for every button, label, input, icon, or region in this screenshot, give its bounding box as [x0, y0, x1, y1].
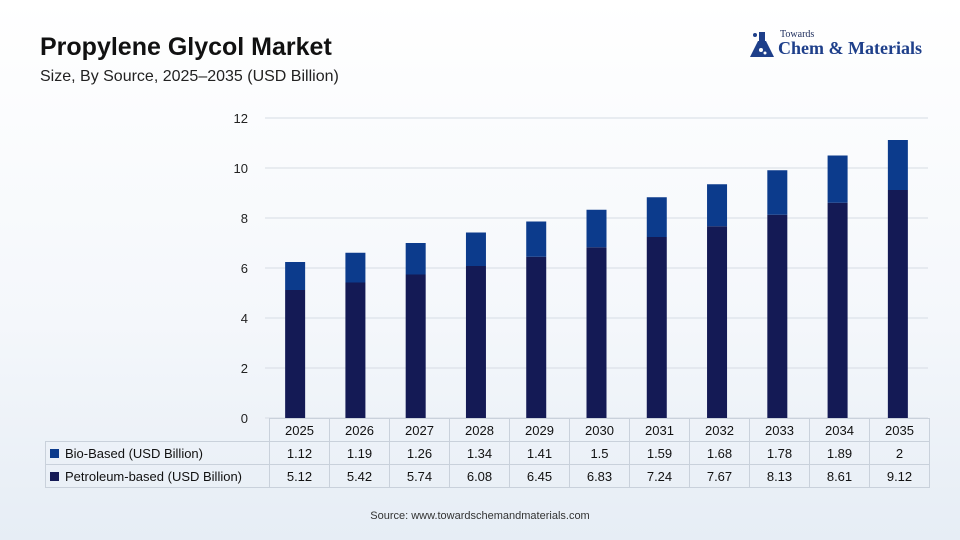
legend-petroleum: Petroleum-based (USD Billion) [45, 464, 270, 488]
y-axis-ticks: 0 2 4 6 8 10 12 [234, 111, 248, 426]
bar-petroleum-2025 [285, 290, 306, 418]
data-label-petroleum: 8.61 [809, 464, 870, 488]
data-label-bio: 1.34 [449, 441, 510, 465]
data-label-petroleum: 5.74 [389, 464, 450, 488]
bar-petroleum-2031 [646, 237, 667, 418]
x-tick-label: 2026 [329, 418, 390, 442]
bars [285, 140, 908, 418]
chart-title: Propylene Glycol Market [40, 33, 332, 61]
x-tick-label: 2035 [869, 418, 930, 442]
data-label-petroleum: 8.13 [749, 464, 810, 488]
legend-swatch-petroleum [50, 471, 59, 481]
x-tick-label: 2027 [389, 418, 450, 442]
y-tick-label: 4 [241, 311, 248, 326]
legend-swatch-bio [50, 448, 59, 458]
bar-bio-2027 [405, 243, 426, 275]
bar-petroleum-2030 [586, 247, 607, 418]
x-tick-label: 2029 [509, 418, 570, 442]
data-label-bio: 1.41 [509, 441, 570, 465]
legend-label-petroleum: Petroleum-based (USD Billion) [65, 468, 243, 484]
data-label-bio: 1.89 [809, 441, 870, 465]
y-tick-label: 0 [241, 411, 248, 426]
bar-petroleum-2035 [887, 190, 908, 418]
bar-bio-2026 [345, 252, 366, 283]
data-label-bio: 1.78 [749, 441, 810, 465]
data-label-petroleum: 5.42 [329, 464, 390, 488]
x-tick-label: 2033 [749, 418, 810, 442]
bar-bio-2032 [707, 184, 728, 227]
bar-bio-2034 [827, 155, 848, 203]
bar-bio-2030 [586, 209, 607, 248]
source-note: Source: www.towardschemandmaterials.com [370, 510, 590, 522]
data-label-bio: 1.68 [689, 441, 750, 465]
y-tick-label: 6 [241, 261, 248, 276]
data-table-header-row: 2025 2026 2027 2028 2029 2030 2031 2032 2033 2034… [46, 418, 930, 442]
bar-petroleum-2027 [405, 274, 426, 418]
data-label-bio: 2 [869, 441, 930, 465]
data-label-petroleum: 7.24 [629, 464, 690, 488]
x-tick-label: 2031 [629, 418, 690, 442]
brand-logo: Towards Chem & Materials [750, 29, 935, 63]
bar-bio-2033 [767, 170, 788, 215]
x-tick-label: 2030 [569, 418, 630, 442]
bar-petroleum-2026 [345, 282, 366, 418]
logo-big-text: Chem & Materials [778, 38, 922, 58]
bar-petroleum-2033 [767, 214, 788, 418]
x-tick-label: 2032 [689, 418, 750, 442]
bar-bio-2029 [526, 221, 547, 257]
data-label-bio: 1.12 [269, 441, 330, 465]
y-tick-label: 12 [234, 111, 248, 126]
x-tick-label: 2028 [449, 418, 510, 442]
bar-bio-2035 [887, 140, 908, 190]
bar-petroleum-2034 [827, 202, 848, 418]
data-label-bio: 1.26 [389, 441, 450, 465]
x-tick-label: 2025 [269, 418, 330, 442]
data-label-bio: 1.59 [629, 441, 690, 465]
data-label-petroleum: 9.12 [869, 464, 930, 488]
bar-bio-2028 [465, 232, 486, 266]
y-tick-label: 10 [234, 161, 248, 176]
logo-small-text: Towards [780, 29, 815, 40]
bar-petroleum-2032 [707, 226, 728, 418]
data-label-bio: 1.5 [569, 441, 630, 465]
bar-bio-2031 [646, 197, 667, 237]
bar-bio-2025 [285, 262, 306, 290]
bar-petroleum-2029 [526, 256, 547, 418]
flask-icon [750, 32, 774, 57]
x-tick-label: 2034 [809, 418, 870, 442]
data-label-petroleum: 6.45 [509, 464, 570, 488]
y-tick-label: 2 [241, 361, 248, 376]
data-table-corner [46, 419, 270, 442]
data-label-petroleum: 6.83 [569, 464, 630, 488]
data-label-bio: 1.19 [329, 441, 390, 465]
data-label-petroleum: 6.08 [449, 464, 510, 488]
legend-label-bio: Bio-Based (USD Billion) [65, 445, 203, 461]
data-label-petroleum: 7.67 [689, 464, 750, 488]
chart-subtitle: Size, By Source, 2025–2035 (USD Billion) [40, 68, 339, 85]
data-label-petroleum: 5.12 [269, 464, 330, 488]
legend-bio: Bio-Based (USD Billion) [45, 441, 270, 465]
data-table: 2025 2026 2027 2028 2029 2030 2031 2032 2033 2034… [45, 418, 930, 488]
data-table-row-petroleum: Petroleum-based (USD Billion) 5.12 5.42 5.… [45, 464, 930, 488]
y-tick-label: 8 [241, 211, 248, 226]
data-table-row-bio: Bio-Based (USD Billion) 1.12 1.19 1.26 1.34… [45, 441, 930, 465]
bar-petroleum-2028 [465, 266, 486, 418]
